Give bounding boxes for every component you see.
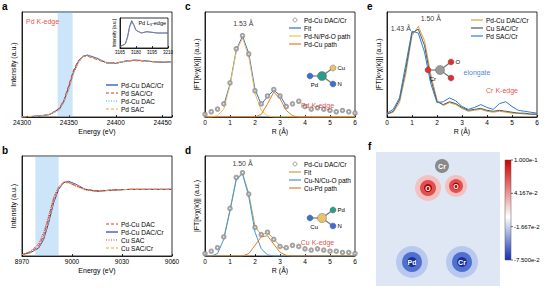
svg-text:e: e [367,1,373,12]
svg-text:Pd: Pd [408,259,417,266]
svg-text:Cr: Cr [438,163,446,170]
svg-text:Pd: Pd [338,207,345,213]
svg-text:Pd-Cu DAC/Cr: Pd-Cu DAC/Cr [304,161,347,168]
svg-text:6: 6 [353,258,357,265]
svg-text:O: O [453,183,459,190]
svg-text:Pd L₃-edge: Pd L₃-edge [138,20,166,26]
svg-text:Pd-Cu DAC/Cr: Pd-Cu DAC/Cr [121,82,164,89]
svg-text:Pd-N/Pd-O path: Pd-N/Pd-O path [304,33,351,41]
svg-text:8970: 8970 [15,258,30,265]
svg-text:5: 5 [328,119,332,126]
svg-text:3: 3 [278,258,282,265]
svg-text:Cr: Cr [458,259,466,266]
svg-text:4: 4 [485,119,489,126]
svg-text:1: 1 [228,258,232,265]
svg-text:Fit: Fit [304,169,311,176]
svg-text:O: O [425,185,431,192]
svg-text:5: 5 [510,119,514,126]
svg-text:R (Å): R (Å) [272,127,288,136]
svg-text:Pd-Cu DAC/Cr: Pd-Cu DAC/Cr [304,17,347,24]
svg-text:0: 0 [385,119,389,126]
svg-text:c: c [185,1,191,12]
svg-text:Intensity (a.u.): Intensity (a.u.) [10,184,18,228]
svg-text:Cu: Cu [338,65,346,71]
svg-text:Energy (eV): Energy (eV) [78,128,115,136]
svg-text:N: N [338,81,342,87]
svg-text:Cu: Cu [310,224,318,230]
svg-text:|FT[k³χ(k)]| (a.u.): |FT[k³χ(k)]| (a.u.) [193,38,201,90]
svg-text:9030: 9030 [115,258,130,265]
svg-text:Cu SAC/Cr: Cu SAC/Cr [121,245,154,252]
svg-text:Intensity (a.u.): Intensity (a.u.) [112,18,117,47]
svg-text:Pd-Cu DAC/Cr: Pd-Cu DAC/Cr [486,17,529,24]
svg-text:24450: 24450 [154,119,172,126]
svg-text:6: 6 [535,119,539,126]
svg-text:a: a [2,1,8,12]
svg-text:R (Å): R (Å) [454,127,470,136]
svg-text:Fit: Fit [304,25,311,32]
svg-text:Cr: Cr [430,76,436,82]
svg-text:2: 2 [253,258,257,265]
svg-text:3: 3 [278,119,282,126]
svg-text:0: 0 [203,119,207,126]
svg-text:Energy (eV): Energy (eV) [78,267,115,275]
svg-text:Cr K-edge: Cr K-edge [486,87,518,95]
svg-text:Pd SAC: Pd SAC [121,106,144,113]
svg-text:d: d [185,145,191,156]
svg-text:6: 6 [353,119,357,126]
svg-text:2: 2 [435,119,439,126]
svg-text:elongate: elongate [464,69,491,77]
svg-text:Cu-N/Cu-O path: Cu-N/Cu-O path [304,177,351,185]
svg-text:2: 2 [253,119,257,126]
svg-text:Pd K-edge: Pd K-edge [301,102,334,110]
svg-text:Pd-Cu DAC: Pd-Cu DAC [121,98,155,105]
svg-text:1.53 Å: 1.53 Å [233,19,254,27]
svg-text:4.167e-2: 4.167e-2 [514,190,538,196]
svg-text:-7.500e-2: -7.500e-2 [514,257,540,263]
svg-text:Cu SAC: Cu SAC [121,237,145,244]
svg-text:f: f [368,141,372,152]
svg-text:1: 1 [410,119,414,126]
svg-text:1.43 Å: 1.43 Å [391,24,412,32]
svg-text:R (Å): R (Å) [272,266,288,275]
svg-text:Pd-Cu DAC: Pd-Cu DAC [121,221,155,228]
svg-text:N: N [338,223,342,229]
svg-text:5: 5 [328,258,332,265]
svg-text:Cu K-edge: Cu K-edge [301,239,335,247]
svg-text:3210: 3210 [163,50,174,55]
svg-text:3195: 3195 [147,50,158,55]
svg-text:O: O [456,59,461,65]
svg-text:|FT[k³χ(k)]| (a.u.): |FT[k³χ(k)]| (a.u.) [193,180,201,232]
svg-text:9060: 9060 [165,258,180,265]
svg-text:3: 3 [460,119,464,126]
svg-text:1.50 Å: 1.50 Å [421,14,442,22]
svg-text:1: 1 [228,119,232,126]
svg-text:Pd: Pd [311,82,318,88]
svg-text:1.000e-1: 1.000e-1 [514,157,538,163]
svg-text:Pd K-edge: Pd K-edge [26,18,59,26]
svg-text:-1.667e-2: -1.667e-2 [514,224,540,230]
svg-text:Pd-Cu DAC/Cr: Pd-Cu DAC/Cr [121,229,164,236]
svg-text:Pd-Cu path: Pd-Cu path [304,41,337,49]
svg-text:Pd SAC/Cr: Pd SAC/Cr [121,90,154,97]
svg-text:Cu SAC/Cr: Cu SAC/Cr [486,25,519,32]
svg-text:3165: 3165 [115,50,126,55]
svg-text:1.50 Å: 1.50 Å [232,159,253,167]
svg-text:b: b [2,145,8,156]
svg-text:Intensity (a.u.): Intensity (a.u.) [10,42,18,86]
svg-text:|FT[k³χ(k)]| (a.u.): |FT[k³χ(k)]| (a.u.) [375,38,383,90]
svg-text:24350: 24350 [60,119,78,126]
svg-text:Cu-Pd path: Cu-Pd path [304,185,337,193]
svg-text:Pd SAC/Cr: Pd SAC/Cr [486,33,519,40]
svg-text:24400: 24400 [107,119,125,126]
svg-text:3180: 3180 [131,50,142,55]
svg-text:9000: 9000 [65,258,80,265]
svg-text:4: 4 [303,258,307,265]
svg-text:0: 0 [203,258,207,265]
svg-text:4: 4 [303,119,307,126]
svg-text:24300: 24300 [13,119,31,126]
